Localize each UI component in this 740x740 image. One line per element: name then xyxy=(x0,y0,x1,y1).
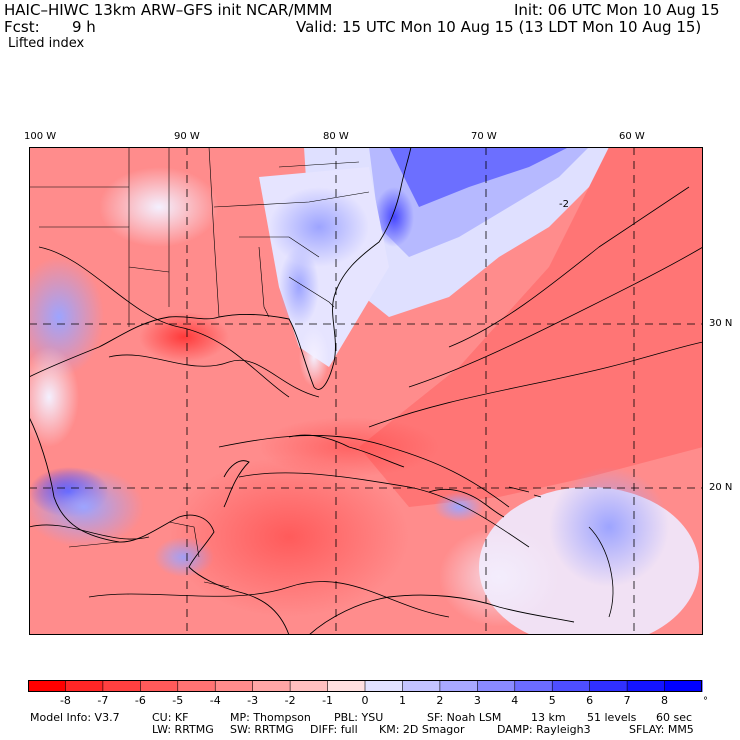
central-plains-light-blob xyxy=(99,167,219,247)
model-info-timestep: 60 sec xyxy=(656,711,693,724)
model-info-lw: LW: RRTMG xyxy=(152,723,214,736)
model-info-resolution: 13 km xyxy=(531,711,566,724)
colorbar-swatch xyxy=(365,680,403,692)
georgia-blue-blob xyxy=(279,247,319,327)
colorbar-tick-label: -2 xyxy=(285,694,296,707)
colorbar-swatch xyxy=(402,680,441,692)
colorbar-unit: °C xyxy=(703,696,708,707)
florida-light-blob xyxy=(299,327,329,387)
lon-label-80w: 80 W xyxy=(323,131,349,142)
colorbar-tick-label: 8 xyxy=(661,694,668,707)
coastal-stable-core xyxy=(389,147,569,207)
lon-label-60w: 60 W xyxy=(619,131,645,142)
colorbar-swatch xyxy=(627,680,666,692)
model-info-cu: CU: KF xyxy=(152,711,189,724)
organization-label: NCAR/MMM xyxy=(246,1,333,19)
colorbar-ticks: -8 -7 -6 -5 -4 -3 -2 -1 0 1 2 3 4 5 6 7 8 °C xyxy=(60,680,708,707)
colorbar-tick-label: -5 xyxy=(172,694,183,707)
lifted-index-map: -2 xyxy=(29,147,703,635)
colorbar-tick-label: -1 xyxy=(322,694,333,707)
chesapeake-blue-blob xyxy=(374,187,414,247)
lon-label-90w: 90 W xyxy=(174,131,200,142)
hispaniola-stable-blob xyxy=(434,492,484,522)
model-title: HAIC–HIWC 13km ARW–GFS init xyxy=(4,1,242,19)
model-info-sw: SW: RRTMG xyxy=(230,723,294,736)
colorbar-swatch xyxy=(439,680,478,692)
model-info-levels: 51 levels xyxy=(587,711,637,724)
colorbar-tick-label: 2 xyxy=(436,694,443,707)
lat-label-20n: 20 N xyxy=(709,482,733,493)
contour-label: -2 xyxy=(559,199,569,210)
colorbar-tick-label: 7 xyxy=(624,694,631,707)
field-name: Lifted index xyxy=(8,36,85,51)
east-caribbean-stable-blob xyxy=(549,467,669,587)
forecast-hour: 9 h xyxy=(72,18,96,36)
colorbar-swatch xyxy=(28,680,66,692)
mexico-light-blob xyxy=(29,347,79,447)
colorbar-swatch xyxy=(327,680,366,692)
forecast-label: Fcst: xyxy=(4,18,40,36)
model-info-sflay: SFLAY: MM5 xyxy=(629,723,694,736)
coastlines xyxy=(29,147,575,635)
valid-time: Valid: 15 UTC Mon 10 Aug 15 (13 LDT Mon … xyxy=(296,18,702,36)
colorbar-swatch xyxy=(477,680,516,692)
lifted-index-contours xyxy=(29,186,703,618)
colorbar-tick-label: 6 xyxy=(586,694,593,707)
colorbar-swatch xyxy=(215,680,254,692)
colorbar-tick-label: 4 xyxy=(511,694,518,707)
colorbar-swatch xyxy=(252,680,291,692)
colorbar-swatch xyxy=(140,680,179,692)
atlantic-unstable-region xyxy=(359,147,703,507)
colorbar: -8 -7 -6 -5 -4 -3 -2 -1 0 1 2 3 4 5 6 7 8 °C xyxy=(28,680,708,707)
colorbar-swatch xyxy=(177,680,216,692)
model-info-damp: DAMP: Rayleigh3 xyxy=(497,723,591,736)
colorbar-swatch xyxy=(102,680,141,692)
lon-label-100w: 100 W xyxy=(24,131,57,142)
model-info-km: KM: 2D Smagor xyxy=(379,723,465,736)
colorbar-tick-label: 1 xyxy=(399,694,406,707)
lat-label-30n: 30 N xyxy=(709,318,733,329)
latlon-grid xyxy=(29,147,703,635)
init-time: Init: 06 UTC Mon 10 Aug 15 xyxy=(514,1,720,19)
lon-label-70w: 70 W xyxy=(471,131,497,142)
colorbar-swatch xyxy=(514,680,553,692)
colorbar-swatch xyxy=(664,680,703,692)
colorbar-tick-label: 3 xyxy=(474,694,481,707)
colorbar-tick-label: -8 xyxy=(60,694,71,707)
model-info-diff: DIFF: full xyxy=(310,723,358,736)
colorbar-tick-label: 5 xyxy=(549,694,556,707)
colorbar-swatch xyxy=(552,680,591,692)
colorbar-tick-label: -3 xyxy=(247,694,258,707)
colorbar-swatch xyxy=(589,680,628,692)
model-info-version: Model Info: V3.7 xyxy=(30,711,120,724)
political-borders xyxy=(29,147,370,588)
model-info-sf: SF: Noah LSM xyxy=(427,711,502,724)
louisiana-unstable-core xyxy=(139,312,229,362)
colorbar-tick-label: 0 xyxy=(362,694,369,707)
mexico-stable-region xyxy=(29,467,144,547)
colorbar-swatch xyxy=(290,680,329,692)
colorbar-swatch xyxy=(65,680,104,692)
texas-blue-blob xyxy=(29,257,104,377)
colorbar-tick-label: -6 xyxy=(135,694,146,707)
colorbar-tick-label: -7 xyxy=(97,694,108,707)
colorbar-tick-label: -4 xyxy=(210,694,221,707)
caribbean-unstable-region xyxy=(169,457,409,617)
appalachian-blue-blob xyxy=(269,187,369,267)
model-info-mp: MP: Thompson xyxy=(230,711,311,724)
map-frame xyxy=(29,147,703,635)
model-info-pbl: PBL: YSU xyxy=(334,711,384,724)
venezuela-light-blob xyxy=(439,527,559,627)
